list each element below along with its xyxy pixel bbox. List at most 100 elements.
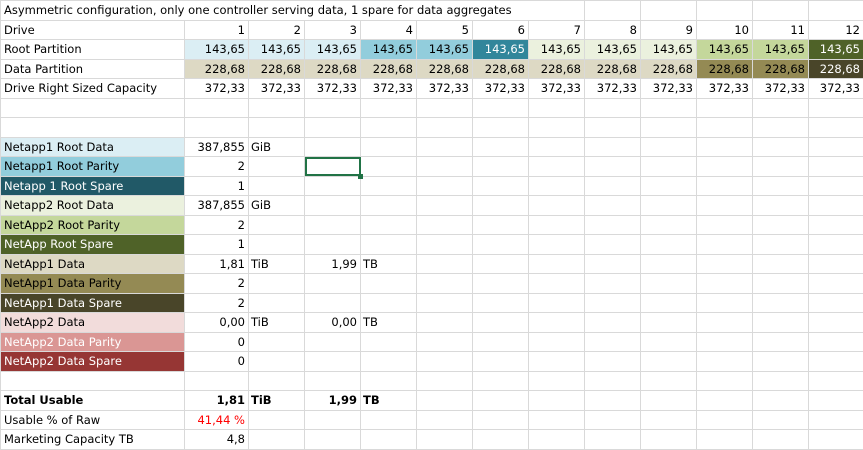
cell[interactable]	[697, 391, 753, 411]
summary-unit2[interactable]: TB	[361, 254, 417, 274]
summary-unit[interactable]	[249, 293, 305, 313]
data-partition-cell[interactable]: 228,68	[585, 59, 641, 79]
total-usable-unit[interactable]: TiB	[249, 391, 305, 411]
cell[interactable]	[529, 137, 585, 157]
cell[interactable]	[473, 352, 529, 372]
cell[interactable]	[417, 118, 473, 138]
cell[interactable]	[473, 430, 529, 450]
root-partition-cell[interactable]: 143,65	[249, 40, 305, 60]
summary-unit2[interactable]	[361, 235, 417, 255]
cell[interactable]	[641, 274, 697, 294]
summary-value[interactable]: 2	[185, 293, 249, 313]
summary-value2[interactable]	[305, 332, 361, 352]
total-usable-unit2[interactable]: TB	[361, 391, 417, 411]
summary-value2[interactable]	[305, 196, 361, 216]
cell[interactable]	[305, 118, 361, 138]
cell[interactable]	[809, 293, 863, 313]
summary-unit2[interactable]	[361, 176, 417, 196]
summary-value[interactable]: 1,81	[185, 254, 249, 274]
data-partition-cell[interactable]: 228,68	[417, 59, 473, 79]
row-label[interactable]: Drive Right Sized Capacity	[1, 79, 185, 99]
summary-unit[interactable]: TiB	[249, 254, 305, 274]
cell[interactable]	[585, 352, 641, 372]
root-partition-cell[interactable]: 143,65	[185, 40, 249, 60]
summary-unit2[interactable]	[361, 157, 417, 177]
cell[interactable]	[753, 196, 809, 216]
cell[interactable]	[417, 352, 473, 372]
cell[interactable]	[809, 118, 863, 138]
cell[interactable]	[641, 235, 697, 255]
summary-unit[interactable]	[249, 235, 305, 255]
summary-label[interactable]: Netapp2 Root Data	[1, 196, 185, 216]
cell[interactable]	[185, 371, 249, 391]
cell[interactable]	[753, 332, 809, 352]
cell[interactable]	[529, 235, 585, 255]
cell[interactable]	[473, 371, 529, 391]
cell[interactable]	[809, 98, 863, 118]
cell[interactable]	[641, 1, 697, 21]
root-partition-cell[interactable]: 143,65	[753, 40, 809, 60]
cell[interactable]	[809, 332, 863, 352]
cell[interactable]	[809, 157, 863, 177]
cell[interactable]	[417, 235, 473, 255]
cell[interactable]	[417, 137, 473, 157]
capacity-cell[interactable]: 372,33	[305, 79, 361, 99]
cell[interactable]	[753, 157, 809, 177]
data-partition-cell[interactable]: 228,68	[305, 59, 361, 79]
cell[interactable]	[473, 391, 529, 411]
cell[interactable]	[641, 293, 697, 313]
cell[interactable]	[529, 176, 585, 196]
cell[interactable]	[585, 410, 641, 430]
cell[interactable]	[753, 98, 809, 118]
row-label[interactable]: Root Partition	[1, 40, 185, 60]
cell[interactable]	[641, 430, 697, 450]
marketing-value[interactable]: 4,8	[185, 430, 249, 450]
summary-value[interactable]: 1	[185, 235, 249, 255]
cell[interactable]	[249, 371, 305, 391]
cell[interactable]	[641, 371, 697, 391]
root-partition-cell[interactable]: 143,65	[641, 40, 697, 60]
cell[interactable]	[585, 1, 641, 21]
cell[interactable]	[641, 332, 697, 352]
summary-unit2[interactable]	[361, 352, 417, 372]
summary-unit[interactable]	[249, 352, 305, 372]
cell[interactable]	[473, 118, 529, 138]
cell[interactable]	[473, 235, 529, 255]
cell[interactable]	[753, 137, 809, 157]
cell[interactable]	[361, 371, 417, 391]
cell[interactable]	[809, 1, 863, 21]
capacity-cell[interactable]: 372,33	[641, 79, 697, 99]
cell[interactable]	[697, 274, 753, 294]
summary-label[interactable]: NetApp2 Data	[1, 313, 185, 333]
cell[interactable]	[529, 313, 585, 333]
cell[interactable]	[417, 274, 473, 294]
cell[interactable]	[585, 371, 641, 391]
cell[interactable]	[641, 410, 697, 430]
cell[interactable]	[753, 176, 809, 196]
cell[interactable]	[361, 98, 417, 118]
cell[interactable]	[417, 371, 473, 391]
data-partition-cell[interactable]: 228,68	[753, 59, 809, 79]
cell[interactable]	[305, 371, 361, 391]
cell[interactable]	[417, 157, 473, 177]
cell[interactable]	[361, 430, 417, 450]
data-partition-cell[interactable]: 228,68	[361, 59, 417, 79]
capacity-cell[interactable]: 372,33	[417, 79, 473, 99]
cell[interactable]	[305, 98, 361, 118]
total-usable-value[interactable]: 1,81	[185, 391, 249, 411]
cell[interactable]	[697, 1, 753, 21]
data-partition-cell[interactable]: 228,68	[809, 59, 863, 79]
cell[interactable]	[473, 254, 529, 274]
cell[interactable]	[529, 293, 585, 313]
summary-unit[interactable]	[249, 157, 305, 177]
summary-value[interactable]: 0	[185, 352, 249, 372]
capacity-cell[interactable]: 372,33	[249, 79, 305, 99]
cell[interactable]	[473, 196, 529, 216]
cell[interactable]	[529, 410, 585, 430]
cell[interactable]	[585, 293, 641, 313]
cell[interactable]	[529, 332, 585, 352]
capacity-cell[interactable]: 372,33	[361, 79, 417, 99]
cell[interactable]	[697, 352, 753, 372]
root-partition-cell[interactable]: 143,65	[361, 40, 417, 60]
total-usable-label[interactable]: Total Usable	[1, 391, 185, 411]
